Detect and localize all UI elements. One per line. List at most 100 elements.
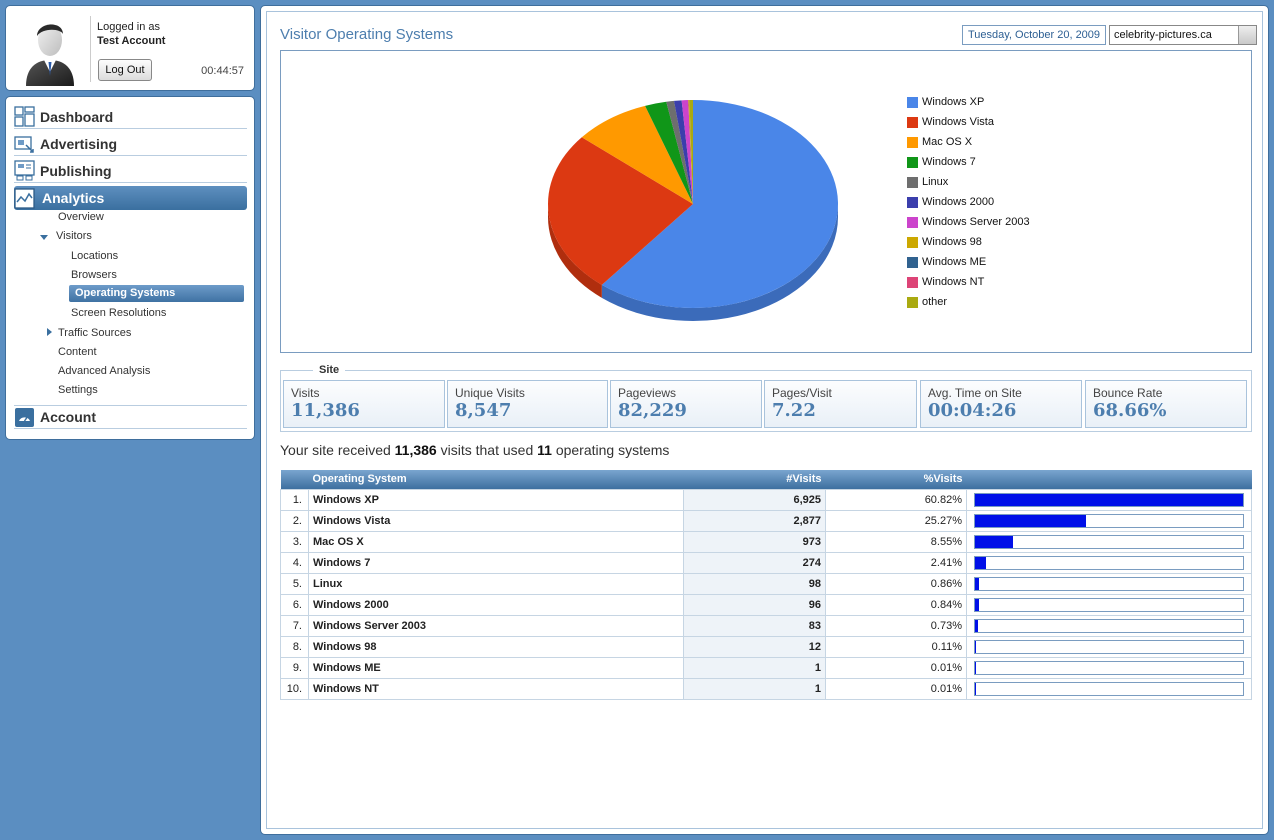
dashboard-icon (14, 106, 35, 127)
site-select-value: celebrity-pictures.ca (1114, 29, 1212, 41)
stat-value: 11,386 (291, 400, 360, 421)
date-picker[interactable]: Tuesday, October 20, 2009 (962, 25, 1106, 45)
summary-prefix: Your site received (280, 442, 395, 458)
pie-slice[interactable] (666, 100, 693, 204)
row-rank: 1. (280, 488, 309, 511)
nav-item-content[interactable]: Content (58, 346, 97, 358)
legend-item[interactable]: Windows ME (907, 255, 986, 269)
row-os-name: Linux (308, 572, 684, 595)
nav-publishing-label: Publishing (40, 162, 112, 179)
table-row[interactable]: 10. Windows NT 1 0.01% (280, 677, 1252, 700)
row-bar-cell (966, 572, 1252, 595)
nav-account[interactable]: Account (14, 405, 247, 429)
table-row[interactable]: 6. Windows 2000 96 0.84% (280, 593, 1252, 616)
pie-slice[interactable] (581, 105, 693, 204)
stat-label: Avg. Time on Site (928, 386, 1022, 400)
logged-in-label: Logged in as (97, 21, 160, 33)
nav-publishing[interactable]: Publishing (14, 159, 247, 183)
percentage-bar-fill (975, 514, 1086, 527)
stat-value: 7.22 (772, 400, 816, 421)
table-body: 1. Windows XP 6,925 60.82% 2. Windows Vista 2,… (280, 488, 1252, 700)
site-select[interactable]: celebrity-pictures.ca (1109, 25, 1257, 45)
table-row[interactable]: 7. Windows Server 2003 83 0.73% (280, 614, 1252, 637)
pie-slice-side (548, 204, 602, 298)
table-row[interactable]: 1. Windows XP 6,925 60.82% (280, 488, 1252, 511)
header-os[interactable]: Operating System (312, 473, 407, 486)
nav-item-operating-systems[interactable]: Operating Systems (69, 285, 244, 302)
row-pct: 0.86% (825, 572, 967, 595)
os-pie-chart: Windows XP Windows Vista Mac OS X Windows 7… (280, 50, 1252, 353)
pie-slice[interactable] (681, 100, 693, 204)
legend-label: Windows 2000 (922, 196, 995, 208)
legend-item[interactable]: Mac OS X (907, 135, 972, 149)
nav-item-locations[interactable]: Locations (71, 250, 119, 262)
summary-os-count: 11 (537, 442, 552, 458)
legend-item[interactable]: Windows 7 (907, 155, 976, 169)
stat-visits: Visits 11,386 (283, 380, 445, 428)
expanded-arrow-icon[interactable] (40, 235, 48, 240)
row-rank: 8. (280, 635, 309, 658)
legend-item[interactable]: Windows XP (907, 95, 984, 109)
table-row[interactable]: 2. Windows Vista 2,877 25.27% (280, 509, 1252, 532)
legend-swatch (907, 156, 918, 168)
table-row[interactable]: 3. Mac OS X 973 8.55% (280, 530, 1252, 553)
nav-item-advanced-analysis[interactable]: Advanced Analysis (58, 365, 151, 377)
legend-item[interactable]: Windows Vista (907, 115, 994, 129)
site-stats-title: Site (313, 364, 346, 376)
legend-item[interactable]: Linux (907, 175, 948, 189)
row-os-name: Windows 98 (308, 635, 684, 658)
header-visits[interactable]: #Visits (786, 473, 822, 486)
collapsed-arrow-icon[interactable] (47, 328, 52, 336)
row-os-name: Windows 2000 (308, 593, 684, 616)
percentage-bar (974, 492, 1244, 507)
row-os-name: Windows Server 2003 (308, 614, 684, 637)
logout-button[interactable]: Log Out (98, 59, 152, 81)
legend-label: Windows Vista (922, 116, 994, 128)
pie-slice[interactable] (548, 137, 693, 285)
legend-item[interactable]: other (907, 295, 947, 309)
legend-item[interactable]: Windows 98 (907, 235, 982, 249)
stat-label: Visits (291, 386, 320, 400)
table-row[interactable]: 9. Windows ME 1 0.01% (280, 656, 1252, 679)
stat-label: Pages/Visit (772, 386, 832, 400)
pie-slice[interactable] (601, 100, 838, 308)
nav-advertising[interactable]: Advertising (14, 132, 247, 156)
pie-slice[interactable] (689, 100, 693, 204)
stat-unique-visits: Unique Visits 8,547 (447, 380, 608, 428)
legend-label: Windows XP (922, 96, 985, 108)
table-row[interactable]: 8. Windows 98 12 0.11% (280, 635, 1252, 658)
legend-item[interactable]: Windows Server 2003 (907, 215, 1030, 229)
legend-swatch (907, 236, 918, 248)
pie-slice[interactable] (674, 100, 693, 204)
session-timer: 00:44:57 (201, 65, 244, 77)
row-os-name: Windows 7 (308, 551, 684, 574)
stat-pageviews: Pageviews 82,229 (610, 380, 762, 428)
pie-slice[interactable] (688, 100, 693, 204)
nav-item-visitors[interactable]: Visitors (56, 230, 92, 242)
legend-item[interactable]: Windows 2000 (907, 195, 994, 209)
user-avatar-icon (26, 24, 74, 86)
legend-swatch (907, 116, 918, 128)
stat-label: Bounce Rate (1093, 386, 1163, 400)
nav-dashboard[interactable]: Dashboard (14, 105, 247, 129)
publishing-icon (14, 160, 35, 181)
nav-item-settings[interactable]: Settings (58, 384, 98, 396)
legend-swatch (907, 256, 918, 268)
pie-slice[interactable] (689, 100, 693, 204)
nav-item-overview[interactable]: Overview (58, 211, 104, 223)
legend-label: other (922, 296, 948, 308)
stat-pages-per-visit: Pages/Visit 7.22 (764, 380, 917, 428)
dropdown-button-icon[interactable] (1238, 26, 1256, 44)
table-row[interactable]: 4. Windows 7 274 2.41% (280, 551, 1252, 574)
nav-item-screen-resolutions[interactable]: Screen Resolutions (71, 307, 167, 319)
pie-slice[interactable] (645, 101, 693, 204)
table-row[interactable]: 5. Linux 98 0.86% (280, 572, 1252, 595)
header-pct[interactable]: %Visits (923, 473, 963, 486)
legend-label: Windows Server 2003 (922, 216, 1030, 228)
legend-item[interactable]: Windows NT (907, 275, 984, 289)
stat-value: 00:04:26 (928, 400, 1017, 421)
summary-middle: visits that used (436, 442, 538, 458)
nav-item-traffic-sources[interactable]: Traffic Sources (58, 327, 132, 339)
nav-item-browsers[interactable]: Browsers (71, 269, 117, 281)
nav-analytics[interactable]: Analytics (14, 186, 247, 210)
